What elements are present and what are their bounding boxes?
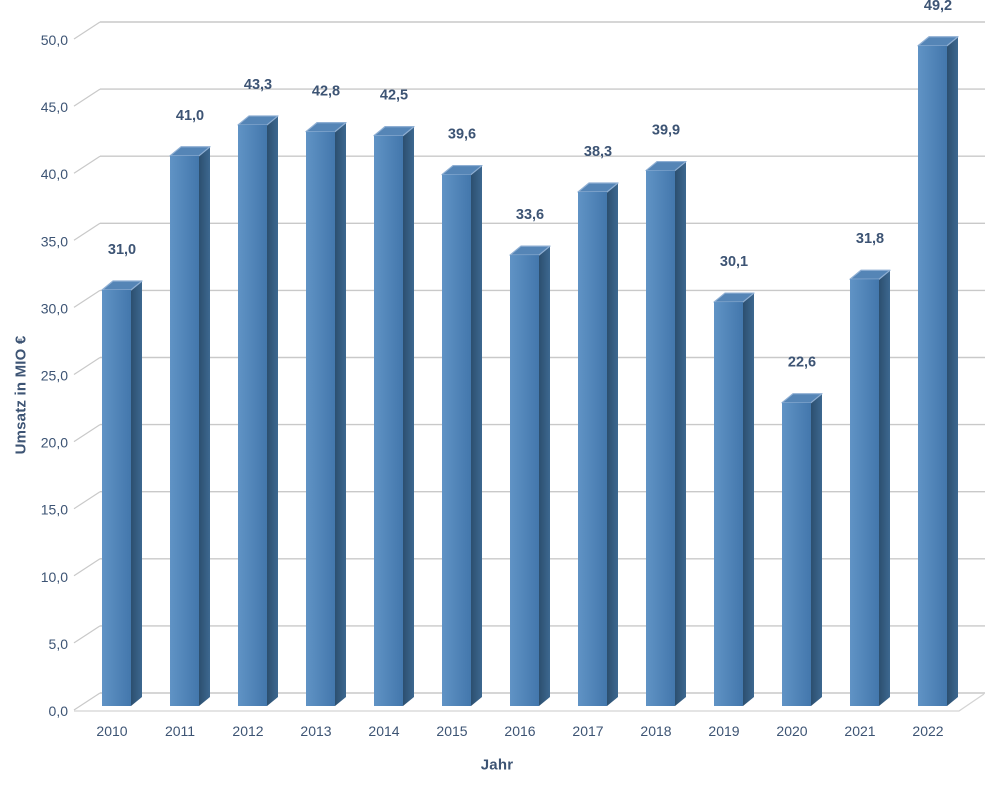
bar-value-label: 49,2 <box>924 0 952 14</box>
x-category-label: 2017 <box>572 723 603 739</box>
x-category-label: 2018 <box>640 723 671 739</box>
bar-value-label: 22,6 <box>788 355 816 371</box>
x-category-label: 2010 <box>96 723 127 739</box>
bar-value-label: 42,8 <box>312 84 340 100</box>
bar-front <box>782 402 811 706</box>
gridline-connector <box>73 356 101 376</box>
bar-front <box>102 289 131 706</box>
y-tick-label: 10,0 <box>41 569 68 585</box>
y-tick-label: 35,0 <box>41 233 68 249</box>
bar-2018 <box>645 160 687 707</box>
x-category-label: 2019 <box>708 723 739 739</box>
y-tick-label: 40,0 <box>41 166 68 182</box>
gridline-connector <box>73 88 101 107</box>
bar-side <box>335 122 346 706</box>
bar-front <box>510 255 539 706</box>
bar-front <box>374 135 403 706</box>
bar-front <box>850 279 879 706</box>
gridline-connector <box>73 692 101 711</box>
bar-value-label: 42,5 <box>380 88 408 104</box>
bar-front <box>714 302 743 706</box>
y-tick-label: 25,0 <box>41 368 68 384</box>
bar-value-label: 30,1 <box>720 254 748 270</box>
chart-floor <box>74 693 985 712</box>
bar-front <box>442 174 471 706</box>
y-tick-label: 50,0 <box>41 32 68 48</box>
bar-side <box>199 146 210 706</box>
bar-side <box>947 36 958 706</box>
bar-side <box>131 280 142 706</box>
bar-side <box>607 183 618 706</box>
bar-side <box>743 293 754 706</box>
gridline-connector <box>73 222 101 241</box>
x-category-label: 2020 <box>776 723 807 739</box>
x-category-label: 2013 <box>300 723 331 739</box>
bar-value-label: 39,9 <box>652 123 680 139</box>
bar-front <box>578 192 607 706</box>
bar-front <box>238 124 267 706</box>
bar-value-label: 38,3 <box>584 144 612 160</box>
bar-side <box>267 115 278 706</box>
y-tick-label: 15,0 <box>41 502 68 518</box>
bar-2017 <box>577 182 619 706</box>
bar-2021 <box>849 269 891 706</box>
x-category-label: 2021 <box>844 723 875 739</box>
bar-value-label: 31,8 <box>856 231 884 247</box>
bar-2010 <box>101 280 143 706</box>
bar-2022 <box>917 36 959 706</box>
x-category-label: 2015 <box>436 723 467 739</box>
bar-side <box>811 393 822 706</box>
x-category-label: 2014 <box>368 723 399 739</box>
gridline-connector <box>73 155 101 174</box>
gridline-connector <box>73 625 101 644</box>
y-tick-label: 45,0 <box>41 99 68 115</box>
bar-2015 <box>441 164 483 706</box>
bar-2011 <box>169 146 211 706</box>
x-category-label: 2012 <box>232 723 263 739</box>
bar-value-label: 39,6 <box>448 127 476 143</box>
bar-2014 <box>373 126 415 706</box>
bar-front <box>306 131 335 706</box>
bar-value-label: 31,0 <box>108 242 136 258</box>
bar-side <box>403 126 414 706</box>
bar-value-label: 33,6 <box>516 207 544 223</box>
bar-front <box>918 45 947 706</box>
bar-value-label: 43,3 <box>244 77 272 93</box>
gridline-connector <box>73 491 101 510</box>
y-tick-label: 30,0 <box>41 300 68 316</box>
y-axis-title: Umsatz in MIO € <box>12 335 30 455</box>
x-axis-title: Jahr <box>480 756 514 774</box>
bar-2020 <box>781 393 823 706</box>
bar-side <box>539 246 550 706</box>
x-category-label: 2011 <box>165 723 195 739</box>
bar-side <box>879 270 890 706</box>
gridline-connector <box>73 289 101 308</box>
x-category-label: 2022 <box>912 723 943 739</box>
bar-2013 <box>305 122 347 706</box>
bar-2012 <box>237 115 279 706</box>
bar-side <box>675 161 686 707</box>
bar-2019 <box>713 292 755 706</box>
x-category-label: 2016 <box>504 723 535 739</box>
y-tick-label: 0,0 <box>49 703 69 719</box>
bar-front <box>646 170 675 707</box>
y-tick-label: 5,0 <box>49 636 69 652</box>
gridline-connector <box>73 424 101 443</box>
y-tick-label: 20,0 <box>41 435 68 451</box>
bar-value-label: 41,0 <box>176 108 204 124</box>
bar-side <box>471 165 482 706</box>
gridline-connector <box>73 558 101 577</box>
gridline-connector <box>73 21 101 40</box>
bar-2016 <box>509 245 551 706</box>
bar-front <box>170 155 199 706</box>
